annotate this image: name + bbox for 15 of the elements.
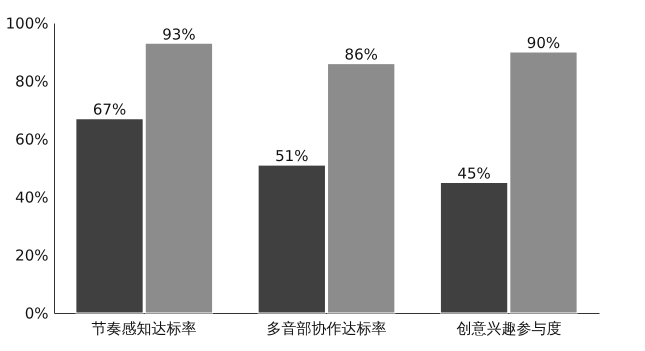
text: 51% [275, 147, 308, 166]
x-tick-label: 多音部协作达标率 [266, 320, 386, 338]
x-tick-label: 节奏感知达标率 [92, 320, 197, 338]
y-tick-label: 0% [24, 304, 48, 322]
y-tick-label: 80% [15, 72, 48, 90]
text: 45% [457, 164, 491, 182]
text: 93% [162, 25, 196, 44]
text: 90% [526, 34, 560, 52]
y-tick-label: 60% [15, 130, 48, 148]
x-tick-label: 创意兴趣参与度 [456, 320, 562, 338]
y-tick-label: 40% [15, 188, 48, 206]
y-tick-label: 100% [6, 14, 48, 32]
text: 67% [92, 100, 126, 119]
text: 86% [344, 46, 378, 64]
y-tick-label: 20% [15, 246, 48, 264]
